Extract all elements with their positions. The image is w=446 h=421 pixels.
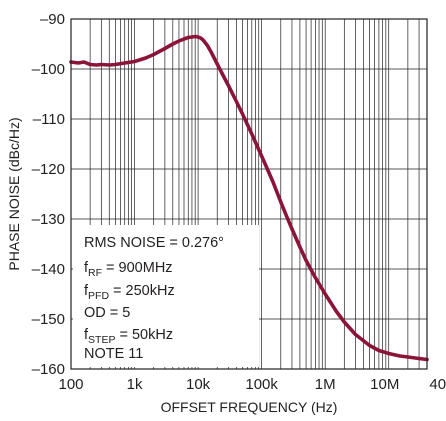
annotation-text: f bbox=[84, 260, 89, 276]
annotation-background bbox=[73, 225, 259, 367]
annotation-text: f bbox=[84, 283, 89, 299]
annotation-subscript: STEP bbox=[88, 334, 115, 346]
x-tick-label: 40M bbox=[429, 376, 446, 393]
x-tick-labels: 100 1k 10k 100k 1M 10M 40M bbox=[58, 376, 446, 393]
y-tick-labels: –90 –100 –110 –120 –130 –140 –150 –160 bbox=[32, 11, 65, 378]
y-tick-label: –160 bbox=[32, 361, 65, 378]
annotation-text: OD = 5 bbox=[84, 305, 130, 321]
annotation-text: RMS NOISE = 0.276° bbox=[84, 235, 224, 251]
annotation-line: NOTE 11 bbox=[84, 346, 143, 362]
x-tick-label: 10M bbox=[370, 376, 399, 393]
annotation-line: fRF = 900MHz bbox=[84, 260, 173, 279]
plot-frame bbox=[70, 18, 428, 370]
y-tick-label: –110 bbox=[33, 111, 65, 128]
x-tick-label: 1k bbox=[127, 376, 143, 393]
annotation-value: = 900MHz bbox=[102, 260, 173, 276]
series-layer bbox=[69, 34, 429, 362]
y-tick-label: –120 bbox=[32, 161, 65, 178]
annotation-value: = 50kHz bbox=[115, 327, 173, 343]
annotation-subscript: RF bbox=[88, 267, 102, 279]
annotation-text: f bbox=[84, 327, 89, 343]
y-tick-label: –100 bbox=[32, 61, 65, 78]
y-axis-label: PHASE NOISE (dBc/Hz) bbox=[6, 117, 22, 270]
x-tick-label: 10k bbox=[186, 376, 211, 393]
x-axis-label: OFFSET FREQUENCY (Hz) bbox=[161, 399, 338, 415]
x-tick-label: 100k bbox=[245, 376, 278, 393]
y-tick-label: –150 bbox=[32, 311, 65, 328]
annotation-text: NOTE 11 bbox=[84, 346, 143, 362]
annotation-subscript: PFD bbox=[88, 290, 109, 302]
phase-noise-curve bbox=[69, 34, 429, 362]
y-tick-label: –90 bbox=[40, 11, 65, 28]
annotation-value: = 250kHz bbox=[109, 283, 175, 299]
x-tick-label: 100 bbox=[58, 376, 83, 393]
x-tick-label: 1M bbox=[315, 376, 336, 393]
annotation-line: RMS NOISE = 0.276° bbox=[84, 235, 224, 251]
annotation-line: fSTEP = 50kHz bbox=[84, 327, 173, 346]
y-tick-label: –130 bbox=[32, 211, 65, 228]
annotation-line: OD = 5 bbox=[84, 305, 130, 321]
y-tick-label: –140 bbox=[32, 261, 65, 278]
annotation-line: fPFD = 250kHz bbox=[84, 283, 175, 302]
